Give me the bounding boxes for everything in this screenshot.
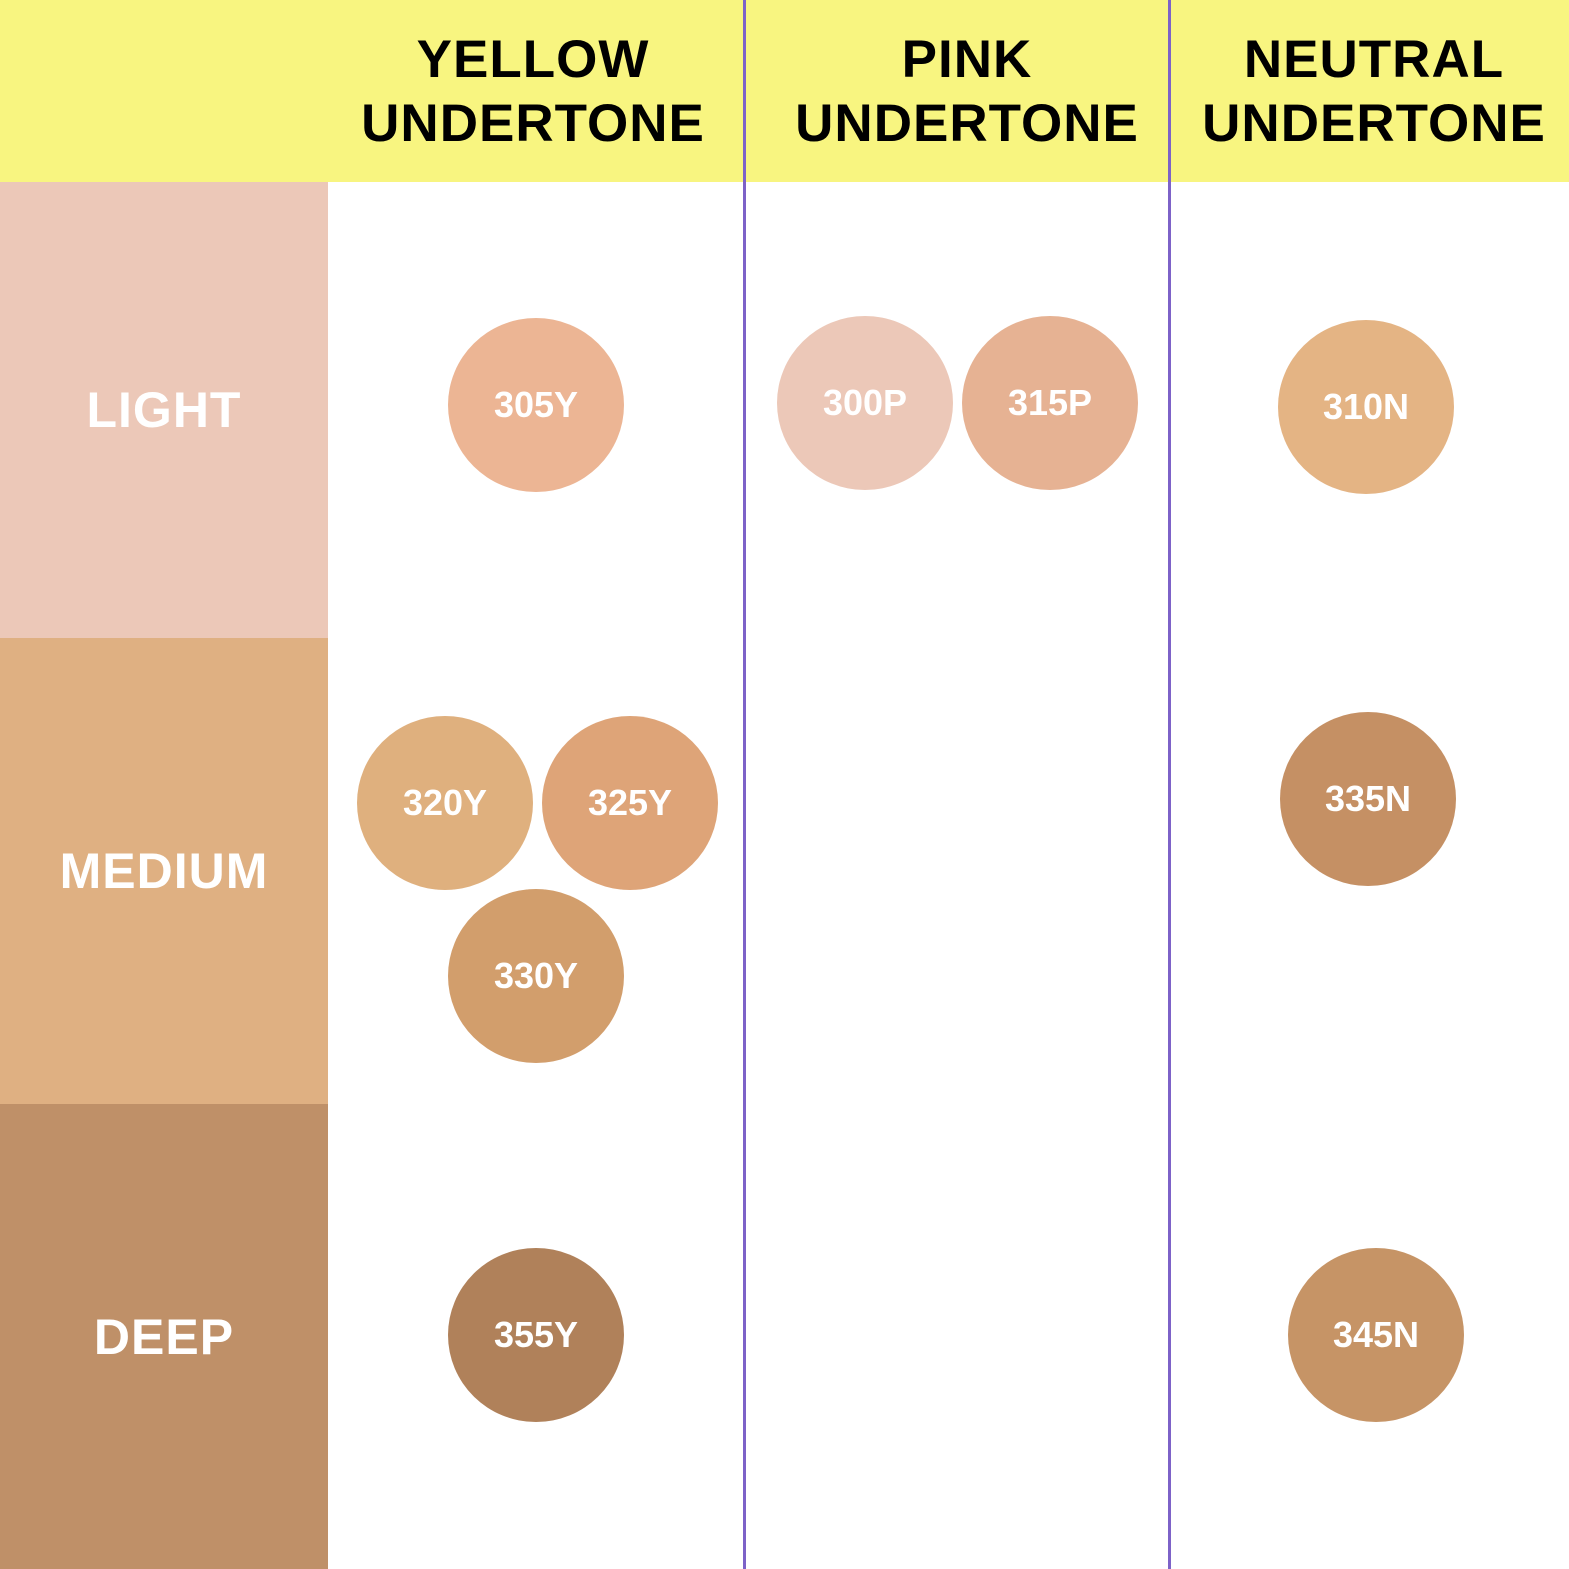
shade-swatch-335n: 335N — [1280, 712, 1456, 886]
column-header-yellow: YELLOW UNDERTONE — [323, 28, 743, 156]
shade-code: 330Y — [493, 955, 579, 996]
row-band-light: LIGHT — [0, 182, 328, 638]
shade-code: 345N — [1332, 1314, 1420, 1355]
shade-code: 300P — [822, 382, 908, 423]
column-header-neutral: NEUTRAL UNDERTONE — [1164, 28, 1569, 156]
column-divider — [743, 0, 746, 1569]
shade-swatch-345n: 345N — [1288, 1248, 1464, 1422]
shade-swatch-320y: 320Y — [357, 716, 533, 890]
shade-code: 305Y — [493, 384, 579, 425]
row-label-medium: MEDIUM — [59, 843, 269, 899]
column-title-line: PINK — [901, 30, 1033, 89]
shade-code: 310N — [1322, 386, 1410, 427]
shade-code: 335N — [1324, 778, 1412, 819]
shade-swatch-330y: 330Y — [448, 889, 624, 1063]
column-title-line: UNDERTONE — [1202, 94, 1546, 153]
shade-code: 320Y — [402, 782, 488, 823]
shade-swatch-325y: 325Y — [542, 716, 718, 890]
column-divider — [1168, 0, 1171, 1569]
row-band-deep: DEEP — [0, 1104, 328, 1569]
column-title-line: NEUTRAL — [1243, 30, 1505, 89]
column-title-line: UNDERTONE — [795, 94, 1139, 153]
shade-swatch-305y: 305Y — [448, 318, 624, 492]
column-title-line: YELLOW — [416, 30, 650, 89]
shade-code: 325Y — [587, 782, 673, 823]
column-header-pink: PINK UNDERTONE — [757, 28, 1177, 156]
shade-swatch-315p: 315P — [962, 316, 1138, 490]
shade-code: 315P — [1007, 382, 1093, 423]
shade-swatch-355y: 355Y — [448, 1248, 624, 1422]
row-band-medium: MEDIUM — [0, 638, 328, 1104]
column-title-line: UNDERTONE — [361, 94, 705, 153]
row-label-deep: DEEP — [93, 1308, 235, 1365]
row-label-light: LIGHT — [86, 382, 242, 438]
shade-swatch-310n: 310N — [1278, 320, 1454, 494]
shade-code: 355Y — [493, 1314, 579, 1355]
shade-swatch-300p: 300P — [777, 316, 953, 490]
header-band — [0, 0, 1569, 182]
